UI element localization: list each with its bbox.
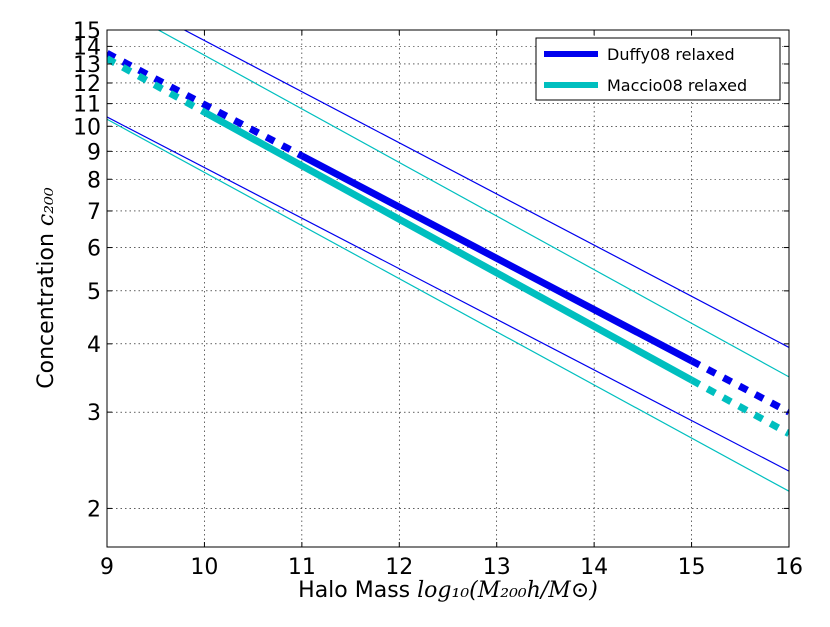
- y-tick-label: 4: [87, 333, 101, 358]
- legend-label-duffy08: Duffy08 relaxed: [607, 45, 735, 64]
- y-tick-label: 5: [87, 280, 101, 305]
- x-tick-label: 14: [580, 555, 608, 580]
- legend-frame: [535, 37, 781, 101]
- legend: Duffy08 relaxed Maccio08 relaxed: [535, 37, 781, 101]
- x-tick-label: 10: [190, 555, 218, 580]
- series-line-duffy08-relaxed-solid: [300, 152, 694, 364]
- y-tick-label: 15: [73, 19, 101, 44]
- x-tick-label: 13: [483, 555, 511, 580]
- series-line-duffy08-lower-scatter: [107, 116, 789, 472]
- x-tick-label: 15: [678, 555, 706, 580]
- series-line-duffy08-relaxed-dashed-low: [107, 50, 304, 159]
- y-axis-label: Concentration c₂₀₀: [34, 187, 59, 389]
- y-tick-label: 12: [73, 72, 101, 97]
- y-tick-label: 9: [87, 140, 101, 165]
- legend-label-maccio08: Maccio08 relaxed: [607, 76, 747, 95]
- y-tick-label: 11: [73, 93, 101, 118]
- series-line-maccio08-relaxed-solid: [202, 109, 694, 384]
- plot-frame: [106, 29, 790, 548]
- y-tick-label: 7: [87, 200, 101, 225]
- y-tick-label: 2: [87, 497, 101, 522]
- x-tick-label: 16: [775, 555, 803, 580]
- x-tick-label: 12: [385, 555, 413, 580]
- y-tick-label: 14: [73, 35, 101, 60]
- y-tick-label: 10: [73, 115, 101, 140]
- y-tick-label: 13: [73, 53, 101, 78]
- x-tick-label: 11: [288, 555, 316, 580]
- x-tick-label: 9: [100, 555, 114, 580]
- y-tick-label: 3: [87, 401, 101, 426]
- series-line-maccio08-relaxed-dashed-high: [689, 377, 789, 437]
- series-line-duffy08-upper-scatter: [183, 30, 789, 348]
- series-line-duffy08-relaxed-dashed-high: [689, 357, 789, 416]
- series-layer: [107, 30, 789, 492]
- series-line-maccio08-upper-scatter: [157, 30, 789, 378]
- series-line-maccio08-lower-scatter: [107, 118, 789, 492]
- x-axis-label: Halo Mass log₁₀(M₂₀₀h/M⊙): [298, 578, 598, 603]
- y-tick-label: 6: [87, 237, 101, 262]
- y-tick-label: 8: [87, 168, 101, 193]
- series-line-maccio08-relaxed-dashed-low: [107, 55, 207, 116]
